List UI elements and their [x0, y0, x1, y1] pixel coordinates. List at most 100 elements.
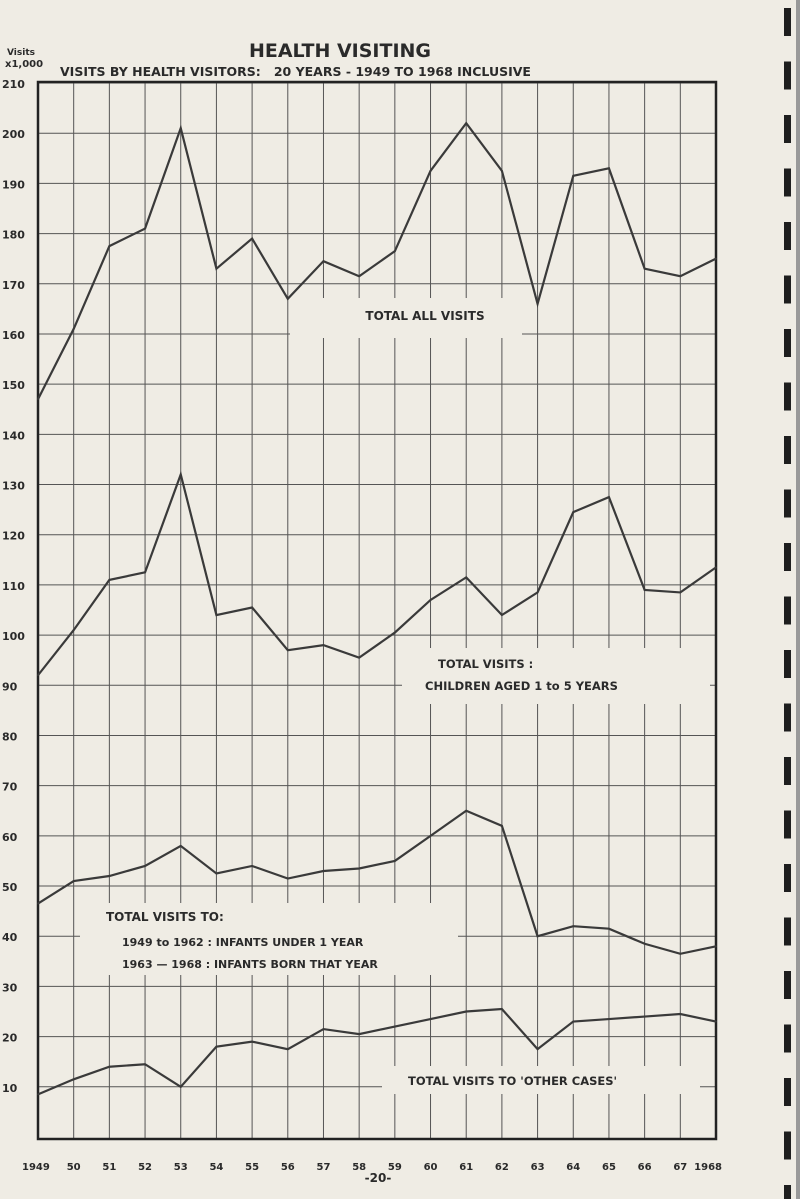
data-point	[608, 167, 610, 170]
y-tick-label: 120	[2, 530, 25, 543]
data-point	[251, 606, 253, 609]
binder-mark	[784, 810, 791, 839]
data-point	[358, 1033, 360, 1035]
x-tick-label: 1949	[22, 1162, 50, 1173]
data-point	[72, 328, 75, 330]
data-point	[286, 877, 289, 880]
data-point	[286, 1048, 289, 1050]
data-point	[679, 275, 682, 278]
data-point	[536, 1048, 539, 1050]
annotation-infants-2: 1949 to 1962 : INFANTS UNDER 1 YEAR	[122, 936, 364, 949]
x-tick-label: 64	[566, 1162, 580, 1173]
x-tick-label: 67	[673, 1162, 687, 1173]
data-point	[501, 1008, 503, 1010]
data-point	[715, 1020, 717, 1023]
data-point	[501, 825, 503, 827]
annotation-infants-1: TOTAL VISITS TO:	[106, 910, 224, 924]
data-point	[108, 1065, 111, 1068]
y-tick-label: 210	[2, 78, 25, 91]
annotation-other: TOTAL VISITS TO 'OTHER CASES'	[408, 1074, 617, 1088]
line-infants	[37, 809, 717, 955]
annotation-bg	[382, 1066, 700, 1094]
y-tick-label: 170	[2, 279, 25, 292]
data-point	[144, 227, 146, 230]
data-point	[572, 175, 575, 177]
y-tick-label: 90	[2, 680, 18, 693]
data-point	[536, 935, 539, 938]
binder-mark	[784, 168, 791, 197]
binder-mark	[784, 329, 791, 357]
data-point	[37, 398, 39, 401]
y-tick-label: 100	[2, 630, 25, 643]
y-tick-label: 160	[2, 329, 25, 342]
data-point	[215, 1045, 218, 1048]
data-point	[394, 1025, 396, 1028]
data-point	[72, 1078, 75, 1081]
annotation-children-1: TOTAL VISITS :	[438, 657, 533, 671]
y-tick-label: 70	[2, 781, 18, 794]
data-point	[286, 298, 289, 300]
y-tick-label: 110	[2, 580, 25, 593]
x-tick-label: 62	[495, 1162, 509, 1173]
x-tick-label: 53	[174, 1162, 188, 1173]
data-point	[679, 1013, 682, 1015]
x-tick-label: 59	[388, 1162, 402, 1173]
data-point	[643, 1015, 646, 1018]
binder-mark	[784, 971, 791, 999]
data-point	[465, 809, 468, 812]
data-point	[144, 865, 146, 867]
annotation-total-all: TOTAL ALL VISITS	[365, 309, 484, 323]
x-tick-label: 51	[102, 1162, 116, 1173]
data-point	[358, 275, 360, 278]
binder-mark	[784, 275, 791, 304]
line-total-all-visits	[37, 121, 717, 400]
binder-mark	[784, 917, 791, 946]
data-point	[358, 867, 360, 870]
x-tick-label: 60	[424, 1162, 438, 1173]
data-point	[608, 927, 610, 930]
x-tick-label: 63	[531, 1162, 545, 1173]
x-tick-label: 55	[245, 1162, 259, 1173]
page-number: -20-	[365, 1171, 392, 1185]
data-point	[643, 942, 646, 945]
line-children-1-5	[37, 470, 717, 676]
y-tick-label: 20	[2, 1032, 18, 1045]
data-point	[394, 631, 396, 634]
y-tick-label: 130	[2, 480, 25, 493]
binder-mark	[784, 382, 791, 411]
line-other-cases	[37, 1007, 717, 1096]
page-edge	[796, 0, 800, 1199]
data-point	[572, 1020, 575, 1023]
data-point	[679, 953, 682, 955]
data-point	[179, 1086, 182, 1088]
data-point	[215, 872, 218, 875]
data-point	[144, 571, 146, 574]
data-point	[72, 629, 75, 631]
y-axis-label: Visits	[7, 48, 35, 58]
y-tick-label: 50	[2, 881, 18, 894]
data-point	[322, 1028, 325, 1030]
data-point	[251, 1040, 253, 1043]
data-point	[572, 511, 575, 513]
binder-mark	[784, 864, 791, 892]
y-tick-label: 60	[2, 831, 18, 844]
binder-mark	[784, 8, 791, 36]
y-tick-label: 200	[2, 128, 25, 141]
data-point	[179, 845, 182, 847]
binder-mark	[784, 61, 791, 90]
data-point	[536, 303, 539, 305]
y-tick-label: 10	[2, 1082, 18, 1095]
data-point	[37, 674, 39, 677]
data-point	[429, 1018, 432, 1020]
data-point	[72, 880, 75, 882]
data-point	[394, 250, 396, 252]
data-point	[715, 257, 717, 260]
annotation-children-2: CHILDREN AGED 1 to 5 YEARS	[425, 679, 618, 693]
data-point	[251, 865, 253, 867]
data-point	[572, 925, 575, 927]
data-point	[108, 579, 111, 581]
data-point	[643, 589, 646, 591]
data-point	[465, 1010, 468, 1013]
data-point	[37, 1093, 39, 1096]
y-tick-label: 180	[2, 229, 25, 242]
